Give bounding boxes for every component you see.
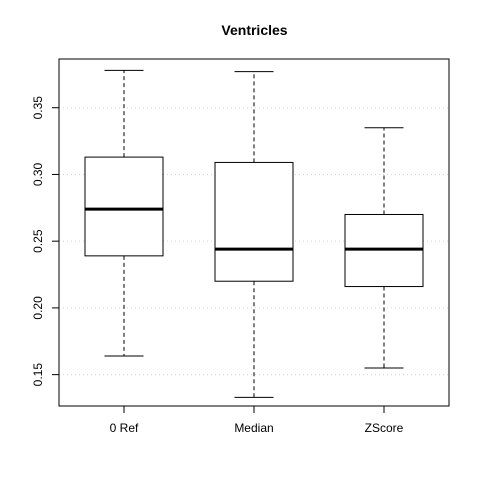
box-median [214,71,294,398]
box-group [84,69,424,398]
chart-title: Ventricles [221,22,287,38]
iqr-box [84,156,164,257]
y-tick-label: 0.35 [31,96,45,120]
x-axis: 0 Ref Median ZScore [110,405,404,435]
y-tick-label: 0.15 [31,363,45,387]
box-0-ref [84,69,164,357]
y-tick-label: 0.25 [31,229,45,253]
x-tick-label: Median [234,421,273,435]
iqr-box [214,161,294,282]
x-tick-label: 0 Ref [110,421,139,435]
y-tick-label: 0.30 [31,162,45,186]
x-tick-label: ZScore [365,421,404,435]
y-tick-label: 0.20 [31,296,45,320]
box-zscore [344,127,424,369]
y-axis: 0.15 0.20 0.25 0.30 0.35 [31,96,60,387]
